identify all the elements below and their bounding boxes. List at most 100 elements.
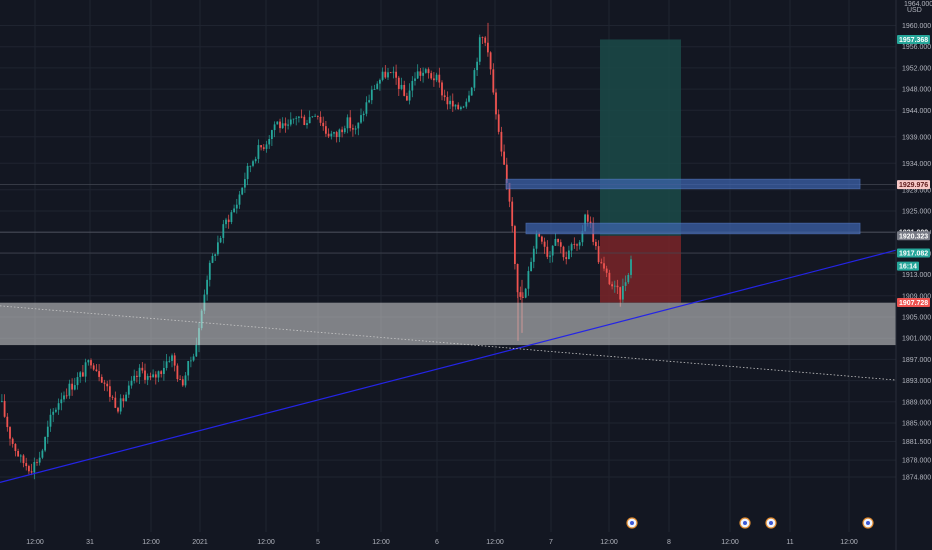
candle-body xyxy=(246,165,249,180)
candle-body xyxy=(3,400,6,417)
candle-body xyxy=(276,121,279,125)
candle-body xyxy=(481,37,484,39)
candle-body xyxy=(568,250,570,260)
candle-body xyxy=(535,233,538,249)
economic-event-icon-dot xyxy=(769,521,773,525)
candle-body xyxy=(260,145,262,148)
candle-body xyxy=(184,375,187,386)
time-axis[interactable]: 12:00 31 12:00 2021 12:00 5 12:00 6 12:00 7 12:00 8… xyxy=(26,539,858,546)
candle-body xyxy=(241,187,244,195)
candle-body xyxy=(103,382,106,384)
candle-body xyxy=(28,466,30,472)
time-tick-label: 12:00 xyxy=(721,539,739,546)
candle-body xyxy=(289,119,292,125)
candle-body xyxy=(630,259,632,275)
price-label-text: 1920.323 xyxy=(899,233,928,240)
candle-body xyxy=(397,77,400,89)
candle-body xyxy=(117,407,119,412)
candle-body xyxy=(168,360,171,362)
candle-body xyxy=(422,72,424,76)
candle-body xyxy=(238,194,241,205)
candle-body xyxy=(71,383,73,390)
candle-body xyxy=(546,246,549,257)
candle-body xyxy=(65,395,68,397)
candle-body xyxy=(438,74,441,83)
candle-body xyxy=(559,242,562,247)
candle-body xyxy=(349,117,352,129)
candle-body xyxy=(225,219,227,225)
price-tick-label: 1934.000 xyxy=(902,161,931,168)
candle-body xyxy=(495,92,497,115)
stop-loss-zone[interactable] xyxy=(600,235,681,303)
descending-dotted-trendline[interactable] xyxy=(0,305,897,381)
candle-body xyxy=(411,80,414,91)
candle-body xyxy=(505,164,508,183)
price-label-box xyxy=(897,231,930,241)
candle-body xyxy=(265,144,268,149)
candle-body xyxy=(403,84,406,96)
candle-body xyxy=(235,204,238,209)
trendlines-layer[interactable] xyxy=(0,249,897,483)
resistance-zone-upper[interactable] xyxy=(505,178,861,190)
economic-event-icon-dot xyxy=(743,521,747,525)
candle-body xyxy=(524,288,527,298)
resistance-zone-lower[interactable] xyxy=(525,222,861,235)
price-tick-label: 1901.000 xyxy=(902,336,931,343)
candle-body xyxy=(106,383,109,387)
candle-body xyxy=(416,71,419,79)
candle-body xyxy=(538,233,541,237)
candle-body xyxy=(181,379,184,386)
candle-body xyxy=(306,123,308,126)
candle-body xyxy=(503,151,505,165)
ascending-trendline[interactable] xyxy=(0,249,897,483)
candle-body xyxy=(570,244,573,251)
candle-body xyxy=(384,71,387,78)
candle-body xyxy=(573,244,576,245)
candle-body xyxy=(427,69,430,74)
candle-body xyxy=(333,132,335,134)
candle-body xyxy=(470,87,473,96)
candle-body xyxy=(343,128,346,133)
candle-body xyxy=(435,74,438,81)
candle-body xyxy=(605,268,608,273)
candle-body xyxy=(319,116,322,123)
time-tick-label: 12:00 xyxy=(26,539,44,546)
time-tick-label: 2021 xyxy=(192,539,208,546)
candle-body xyxy=(514,226,516,264)
support-zone[interactable] xyxy=(0,302,896,346)
candle-body xyxy=(613,285,616,287)
candle-body xyxy=(395,71,397,78)
candle-body xyxy=(308,117,311,124)
take-profit-zone[interactable] xyxy=(600,39,681,236)
candle-body xyxy=(44,436,46,451)
candle-body xyxy=(497,114,500,132)
candle-body xyxy=(462,106,465,108)
time-tick-label: 31 xyxy=(86,539,94,546)
candle-body xyxy=(49,414,52,427)
candle-body xyxy=(368,100,370,103)
candle-body xyxy=(111,396,114,398)
candle-body xyxy=(430,73,433,79)
candle-body xyxy=(208,262,211,280)
candle-body xyxy=(557,238,559,243)
time-tick-label: 7 xyxy=(549,539,553,546)
candle-body xyxy=(581,231,584,243)
candle-body xyxy=(146,376,149,380)
candle-body xyxy=(327,133,330,137)
grid-lines xyxy=(0,0,896,532)
time-axis-background xyxy=(0,532,932,550)
candle-body xyxy=(627,274,630,283)
candle-body xyxy=(68,383,71,396)
candle-body xyxy=(292,118,295,120)
candle-body xyxy=(119,398,122,412)
candle-body xyxy=(387,72,389,78)
event-markers[interactable] xyxy=(626,517,874,529)
candle-body xyxy=(406,95,408,101)
candle-body xyxy=(549,255,551,257)
candle-body xyxy=(460,107,462,110)
candle-body xyxy=(55,409,57,412)
price-label-box xyxy=(897,34,930,44)
candle-body xyxy=(408,90,411,101)
candle-body xyxy=(492,69,495,93)
